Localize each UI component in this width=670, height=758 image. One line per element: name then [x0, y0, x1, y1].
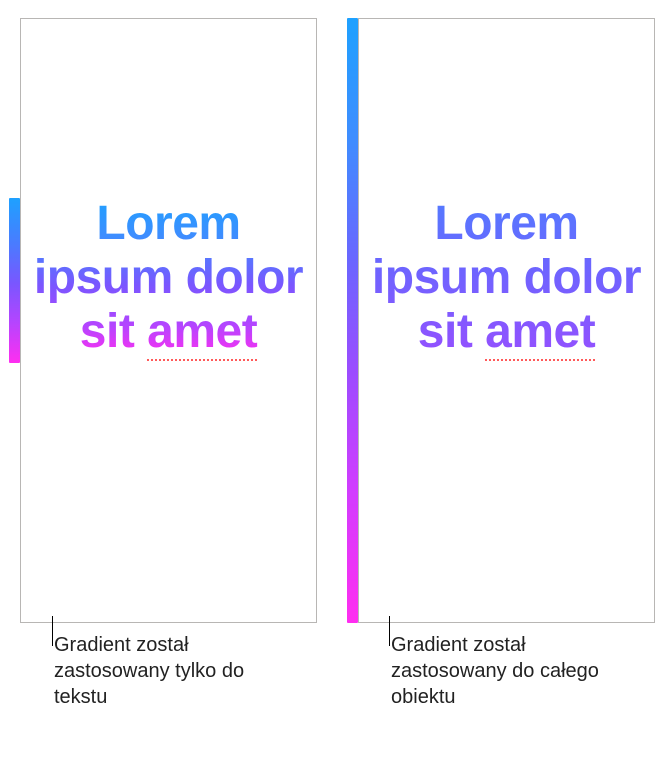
sample-line3-underlined: amet	[485, 305, 595, 361]
callout-right-text: Gradient został zastosowany do całego ob…	[389, 632, 639, 710]
sample-text-right: Lorem ipsum dolor sit amet	[359, 19, 654, 623]
callout-tick	[389, 616, 390, 646]
example-text-gradient: Lorem ipsum dolor sit amet	[20, 18, 317, 623]
sample-text-left: Lorem ipsum dolor sit amet	[21, 197, 316, 358]
panel-left: Lorem ipsum dolor sit amet	[20, 18, 317, 623]
sample-line1: Lorem	[96, 197, 240, 250]
sample-line3-underlined: amet	[147, 305, 257, 361]
sample-line2: ipsum dolor	[372, 251, 641, 304]
callout-left: Gradient został zastosowany tylko do tek…	[52, 636, 302, 710]
sample-line3-prefix: sit	[418, 305, 485, 358]
sample-line2: ipsum dolor	[34, 251, 303, 304]
sample-line1: Lorem	[434, 197, 578, 250]
callout-tick	[52, 616, 53, 646]
gradient-indicator-short	[9, 198, 20, 363]
example-object-gradient: Lorem ipsum dolor sit amet	[358, 18, 655, 623]
sample-line3-prefix: sit	[80, 305, 147, 358]
callout-left-text: Gradient został zastosowany tylko do tek…	[52, 632, 302, 710]
panel-right: Lorem ipsum dolor sit amet	[358, 18, 655, 623]
gradient-indicator-tall	[347, 18, 358, 623]
callout-right: Gradient został zastosowany do całego ob…	[389, 636, 639, 710]
